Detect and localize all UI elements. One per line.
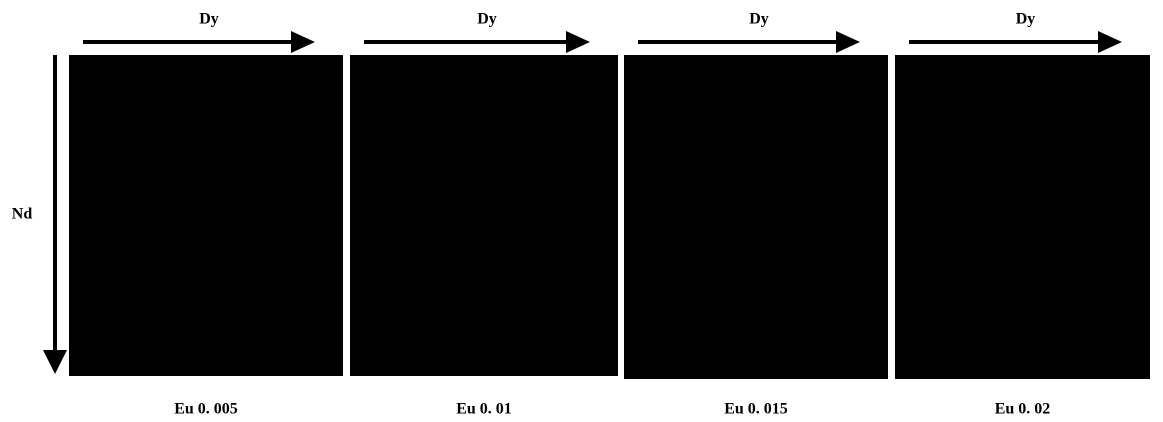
side-label: Nd: [12, 206, 33, 223]
panel-caption: Eu 0. 015: [724, 401, 788, 418]
panel-caption: Eu 0. 01: [456, 401, 512, 418]
panel-image: [350, 55, 618, 376]
dy-arrow-head: [836, 31, 860, 53]
top-label: Dy: [749, 11, 769, 28]
panel-image: [895, 55, 1150, 379]
dy-arrow-head: [1098, 31, 1122, 53]
panel-caption: Eu 0. 005: [174, 401, 238, 418]
top-label: Dy: [1016, 11, 1036, 28]
panel-image: [624, 55, 888, 379]
nd-arrow-head: [43, 350, 67, 374]
dy-arrow-head: [566, 31, 590, 53]
dy-arrow-head: [291, 31, 315, 53]
top-label: Dy: [477, 11, 497, 28]
panel-image: [69, 55, 343, 376]
panel-caption: Eu 0. 02: [995, 401, 1051, 418]
top-label: Dy: [199, 11, 219, 28]
figure: Nd Dy Eu 0. 005 Dy Eu 0. 01 Dy Eu 0. 015 Dy Eu …: [0, 0, 1163, 422]
